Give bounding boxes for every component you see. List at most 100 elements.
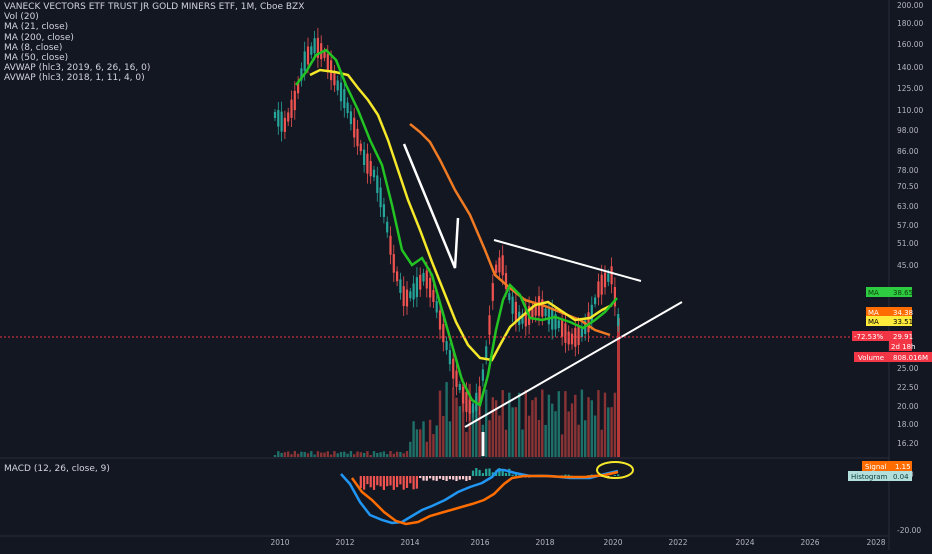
candle-body xyxy=(386,222,388,233)
candle-body xyxy=(290,100,292,118)
legend-avwap-2018[interactable]: AVWAP (hlc3, 2018, 1, 11, 4, 0) xyxy=(4,73,304,83)
legend-ma50[interactable]: MA (50, close) xyxy=(4,53,304,63)
histogram-bar xyxy=(419,476,421,478)
volume-bar xyxy=(591,400,593,457)
volume-bar xyxy=(419,429,421,457)
volume-bar xyxy=(492,397,494,457)
volume-bar xyxy=(485,390,487,457)
candle-body xyxy=(449,350,451,364)
legend-ma8[interactable]: MA (8, close) xyxy=(4,43,304,53)
histogram-bar xyxy=(465,476,467,481)
candle-body xyxy=(492,283,494,301)
histogram-bar xyxy=(432,476,434,480)
volume-bar xyxy=(416,429,418,457)
histogram-bar xyxy=(376,476,378,485)
histogram-bar xyxy=(472,471,474,476)
price-tick-label: 45.00 xyxy=(897,261,919,270)
volume-bar xyxy=(320,453,322,457)
legend-ma200[interactable]: MA (200, close) xyxy=(4,33,304,43)
histogram-bar xyxy=(436,476,438,481)
candle-body xyxy=(356,129,358,146)
price-tick-label: 25.00 xyxy=(897,364,919,373)
volume-bar xyxy=(383,451,385,457)
candle-body xyxy=(558,320,560,328)
histogram-bar xyxy=(617,475,619,476)
indicator-legend: VANECK VECTORS ETF TRUST JR GOLD MINERS … xyxy=(4,2,304,84)
price-tick-label: 110.00 xyxy=(897,106,923,115)
candle-body xyxy=(287,112,289,121)
volume-bar xyxy=(376,453,378,457)
time-tick-label: 2016 xyxy=(470,538,489,547)
volume-bar xyxy=(445,382,447,457)
volume-bar xyxy=(379,452,381,457)
candle-body xyxy=(294,91,296,110)
histogram-bar xyxy=(446,476,448,481)
signal-badge-label: Signal xyxy=(865,463,887,471)
volume-bar xyxy=(571,403,573,457)
histogram-bar xyxy=(452,476,454,480)
volume-bar xyxy=(323,453,325,457)
volume-bar xyxy=(554,411,556,457)
candle-body xyxy=(482,369,484,380)
macd-tick-label: -20.00 xyxy=(897,526,921,535)
macd-legend[interactable]: MACD (12, 26, close, 9) xyxy=(4,464,110,474)
volume-bar xyxy=(330,455,332,457)
histogram-bar xyxy=(360,476,362,488)
volume-bar xyxy=(403,453,405,457)
price-tick-label: 51.00 xyxy=(897,239,919,248)
volume-bar xyxy=(525,390,527,457)
volume-bar xyxy=(574,395,576,457)
volume-bar xyxy=(337,453,339,457)
volume-bar xyxy=(300,452,302,457)
volume-bar xyxy=(290,454,292,457)
histogram-bar xyxy=(416,476,418,489)
candle-body xyxy=(307,47,309,65)
candle-body xyxy=(416,277,418,297)
candle-body xyxy=(512,297,514,314)
time-tick-label: 2022 xyxy=(668,538,687,547)
candle-body xyxy=(502,255,504,275)
volume-bar xyxy=(465,432,467,457)
volume-bar xyxy=(346,454,348,457)
histogram-bar xyxy=(479,470,481,476)
price-tick-label: 63.00 xyxy=(897,202,919,211)
histogram-bar xyxy=(366,476,368,484)
volume-bar xyxy=(313,455,315,457)
volume-bar xyxy=(373,451,375,457)
volume-bar xyxy=(386,454,388,457)
histogram-bar xyxy=(383,476,385,490)
ma8-badge-label: MA xyxy=(868,289,879,297)
histogram-bar xyxy=(442,476,444,480)
volume-bar xyxy=(396,452,398,457)
price-tick-label: 140.00 xyxy=(897,63,923,72)
candle-body xyxy=(363,150,365,165)
candle-body xyxy=(373,170,375,178)
volume-bar xyxy=(597,390,599,457)
candle-body xyxy=(594,298,596,305)
volume-bar xyxy=(366,451,368,457)
volume-bar xyxy=(280,453,282,457)
volume-bar xyxy=(370,455,372,457)
legend-avwap-2019[interactable]: AVWAP (hlc3, 2019, 6, 26, 16, 0) xyxy=(4,63,304,73)
histogram-bar xyxy=(363,476,365,490)
candle-body xyxy=(406,290,408,307)
histogram-bar xyxy=(614,475,616,476)
ma21-badge-value: 33.51 xyxy=(893,318,913,326)
histogram-bar xyxy=(426,476,428,481)
volume-bar xyxy=(412,421,414,457)
candle-body xyxy=(370,161,372,176)
price-tick-label: 180.00 xyxy=(897,19,923,28)
legend-ma21[interactable]: MA (21, close) xyxy=(4,22,304,32)
candle-body xyxy=(277,110,279,126)
candle-body xyxy=(455,371,457,387)
volume-bar xyxy=(304,452,306,457)
legend-vol[interactable]: Vol (20) xyxy=(4,12,304,22)
candle-body xyxy=(508,293,510,300)
candle-body xyxy=(601,275,603,295)
candle-body xyxy=(281,112,283,132)
symbol-title[interactable]: VANECK VECTORS ETF TRUST JR GOLD MINERS … xyxy=(4,2,304,12)
volume-bar xyxy=(515,407,517,457)
volume-bar xyxy=(521,430,523,457)
